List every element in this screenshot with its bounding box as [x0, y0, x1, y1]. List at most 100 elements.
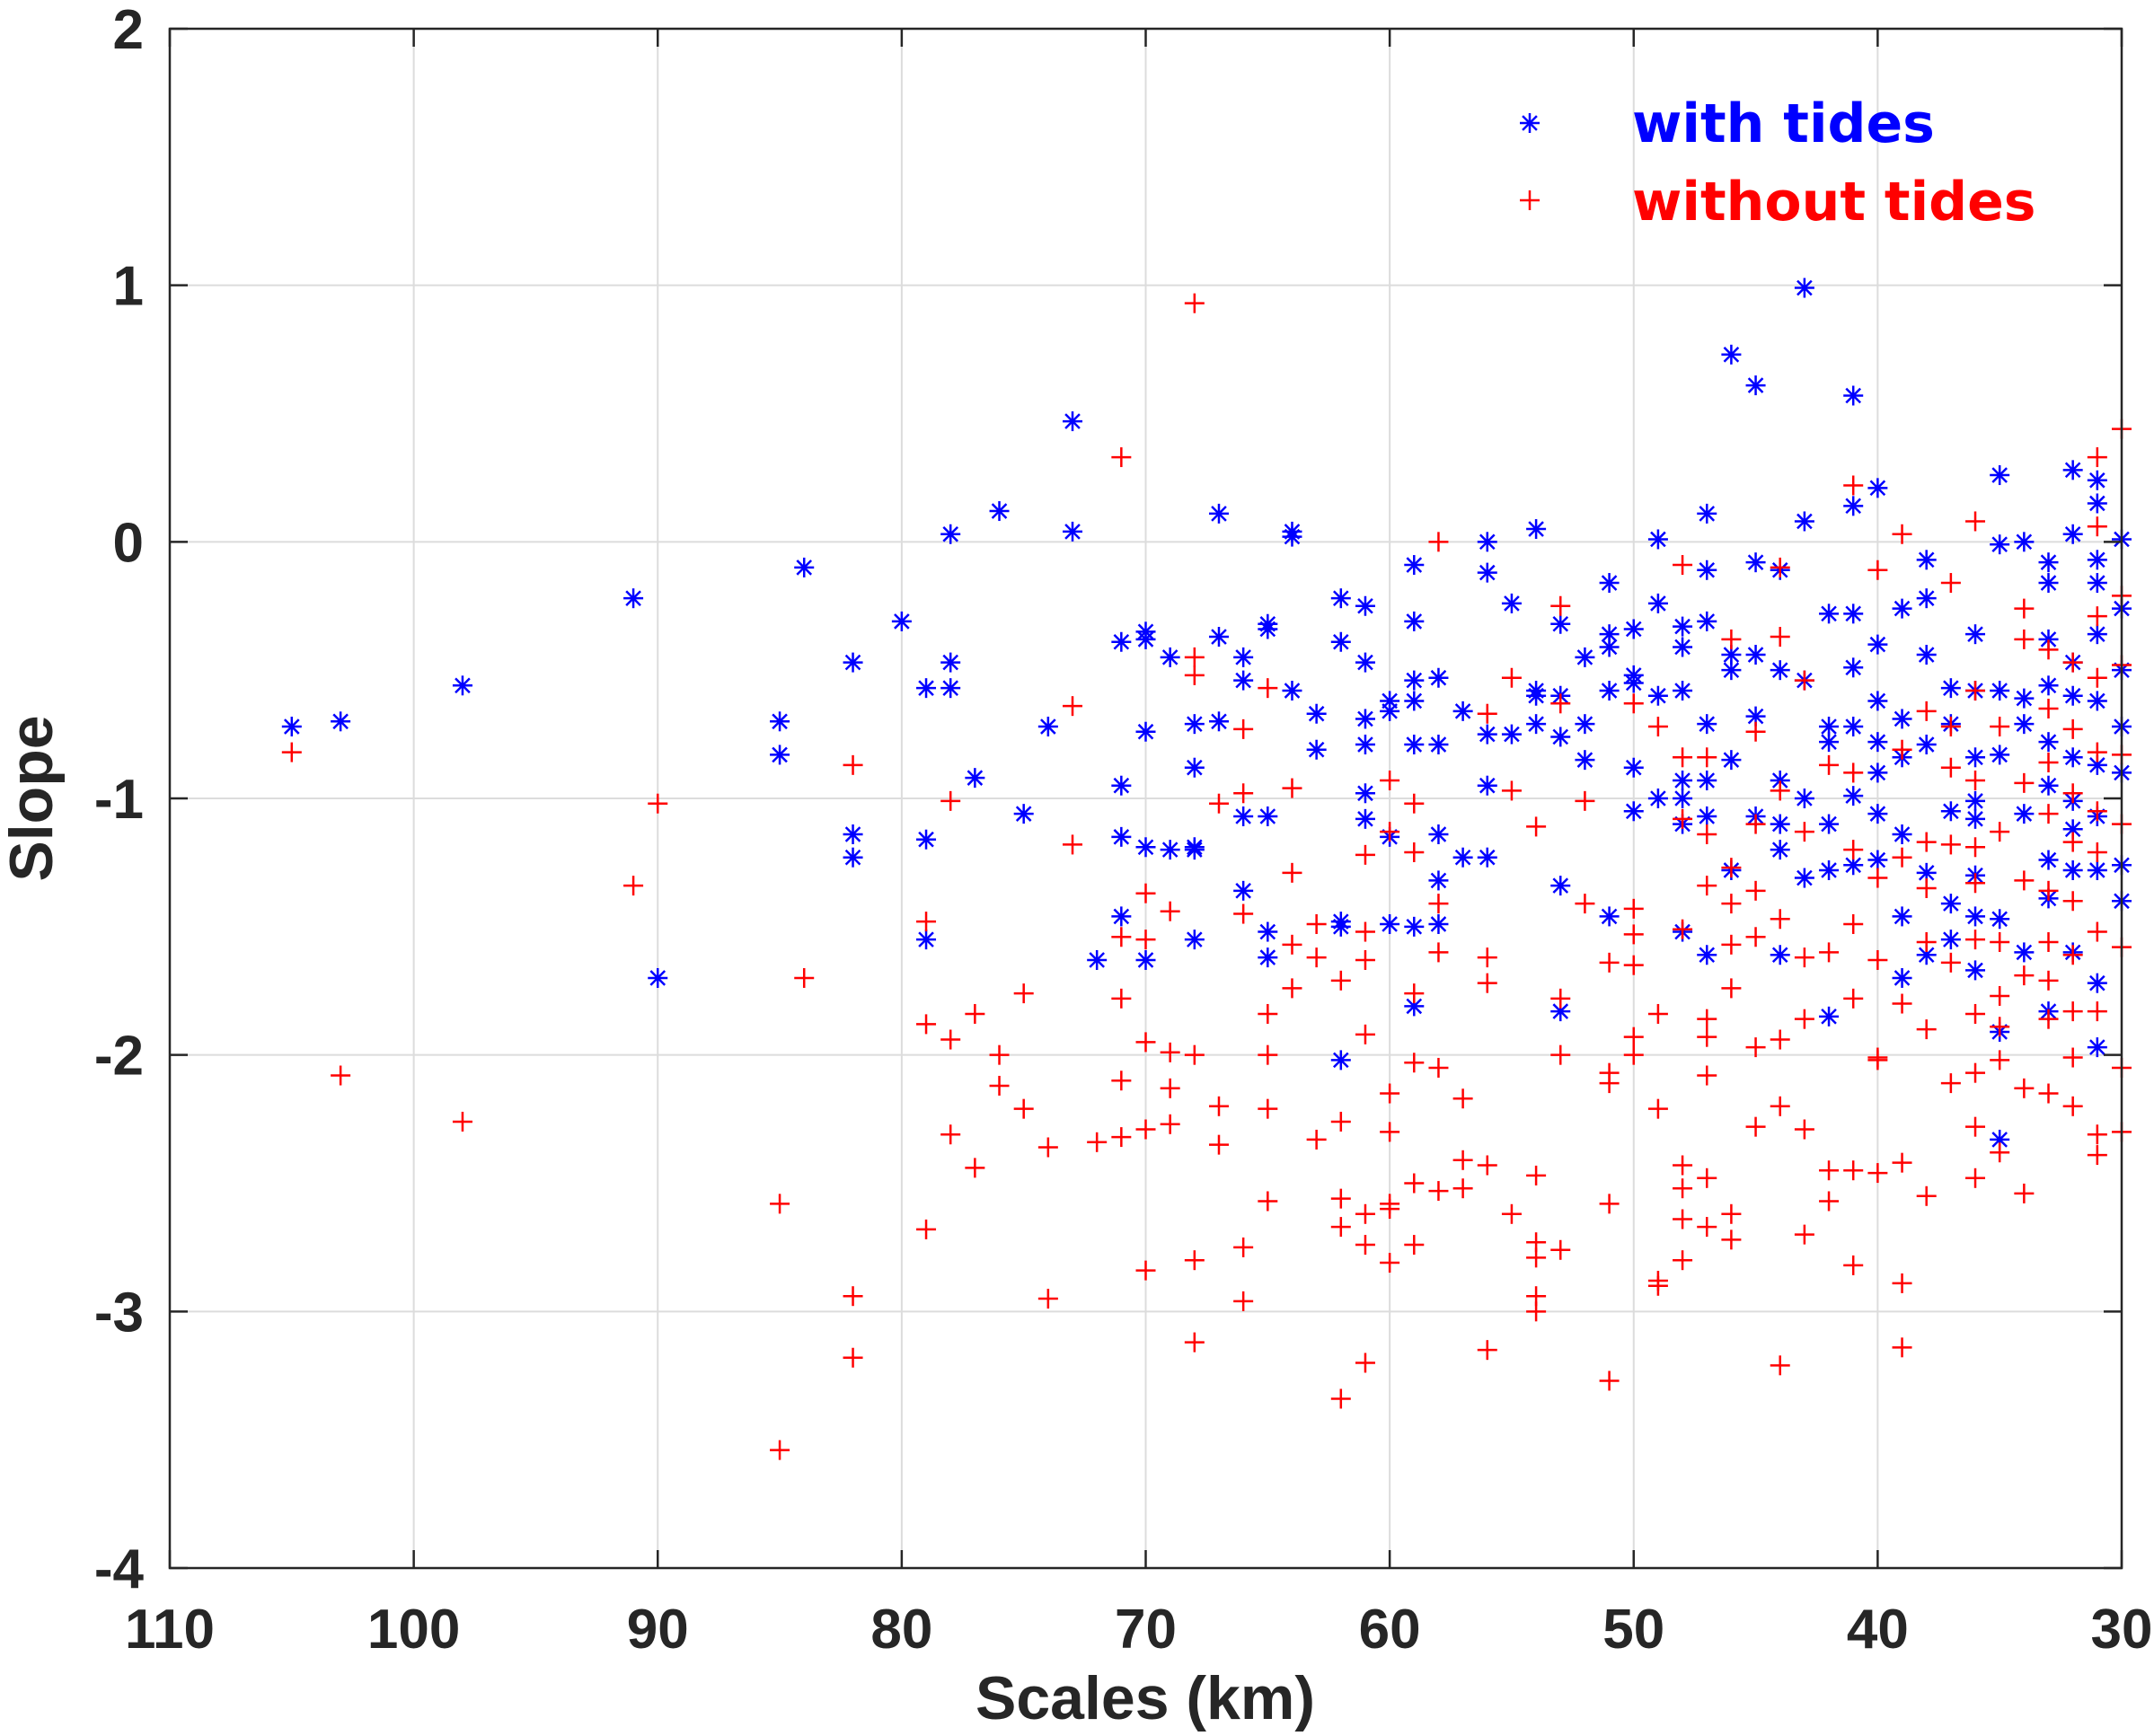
- with-tides-point: [1892, 824, 1912, 844]
- with-tides-point: [1404, 611, 1425, 631]
- without-tides-point: [1892, 847, 1912, 868]
- without-tides-point: [1526, 1165, 1547, 1185]
- with-tides-point: [1770, 660, 1790, 681]
- without-tides-point: [1965, 771, 1986, 791]
- without-tides-point: [1063, 834, 1083, 855]
- without-tides-point: [1647, 717, 1668, 737]
- without-tides-point: [1233, 718, 1254, 739]
- y-tick-label: -4: [94, 1538, 145, 1600]
- with-tides-point: [2062, 460, 2083, 480]
- with-tides-point: [843, 847, 863, 868]
- without-tides-point: [2014, 1183, 2035, 1203]
- without-tides-point: [1404, 1173, 1425, 1194]
- without-tides-point: [1892, 739, 1912, 760]
- legend-label-with-tides: with tides: [1632, 93, 1935, 155]
- without-tides-point: [1404, 1235, 1425, 1256]
- with-tides-point: [1940, 930, 1961, 950]
- without-tides-point: [1111, 1127, 1132, 1148]
- without-tides-point: [1526, 1247, 1547, 1268]
- with-tides-point: [891, 611, 912, 631]
- without-tides-point: [1623, 955, 1644, 975]
- with-tides-point: [2087, 1037, 2107, 1058]
- without-tides-point: [916, 1219, 937, 1239]
- without-tides-point: [1721, 1229, 1742, 1250]
- with-tides-point: [2014, 714, 2035, 735]
- without-tides-point: [794, 967, 815, 988]
- legend: with tides without tides: [1520, 93, 2036, 234]
- without-tides-point: [2062, 652, 2083, 673]
- without-tides-point: [1330, 1217, 1351, 1238]
- without-tides-point: [1892, 1152, 1912, 1173]
- without-tides-point: [940, 1124, 961, 1145]
- without-tides-point: [1184, 1044, 1205, 1065]
- without-tides-point: [1135, 1119, 1156, 1140]
- without-tides-point: [1258, 1098, 1278, 1119]
- with-tides-point: [1697, 611, 1717, 631]
- with-tides-point: [1599, 906, 1620, 927]
- with-tides-point: [1599, 637, 1620, 657]
- without-tides-point: [2014, 598, 2035, 619]
- without-tides-point: [1697, 1168, 1717, 1188]
- without-tides-point: [1452, 1178, 1473, 1199]
- without-tides-point: [2087, 801, 2107, 822]
- with-tides-point: [1673, 681, 1693, 701]
- without-tides-point: [1843, 1160, 1864, 1181]
- with-tides-point: [1526, 685, 1547, 706]
- without-tides-point: [1477, 1340, 1497, 1361]
- without-tides-point: [989, 1044, 1010, 1065]
- with-tides-point: [1111, 906, 1132, 927]
- with-tides-point: [1355, 783, 1375, 804]
- without-tides-point: [2038, 970, 2059, 991]
- without-tides-point: [1673, 1155, 1693, 1176]
- without-tides-point: [1258, 678, 1278, 699]
- with-tides-point: [1501, 593, 1522, 613]
- without-tides-point: [1355, 844, 1375, 865]
- with-tides-point: [1940, 678, 1961, 699]
- with-tides-point: [1965, 790, 1986, 811]
- without-tides-point: [1428, 532, 1449, 552]
- without-tides-point: [1819, 754, 1840, 775]
- without-tides-point: [770, 1440, 790, 1460]
- without-tides-point: [2038, 639, 2059, 660]
- without-tides-point: [1673, 1250, 1693, 1271]
- without-tides-point: [2087, 1001, 2107, 1022]
- without-tides-point: [1013, 1098, 1034, 1119]
- without-tides-point: [1623, 1027, 1644, 1047]
- y-tick-label: -1: [94, 769, 144, 831]
- with-tides-point: [1208, 627, 1229, 648]
- without-tides-point: [916, 1014, 937, 1035]
- without-tides-point: [1697, 1065, 1717, 1086]
- with-tides-point: [1258, 619, 1278, 639]
- with-tides-point: [648, 967, 668, 988]
- with-tides-point: [1916, 588, 1937, 609]
- without-tides-point: [1575, 790, 1595, 811]
- without-tides-point: [1965, 837, 1986, 858]
- without-tides-point: [1208, 1096, 1229, 1116]
- with-tides-point: [2038, 573, 2059, 594]
- with-tides-point: [1673, 771, 1693, 791]
- with-tides-point: [1452, 847, 1473, 868]
- with-tides-point: [1330, 588, 1351, 609]
- without-tides-point: [1843, 475, 1864, 496]
- without-tides-point: [1819, 1160, 1840, 1181]
- without-tides-point: [1697, 876, 1717, 896]
- without-tides-point: [1599, 952, 1620, 973]
- with-tides-point: [1623, 673, 1644, 693]
- without-tides-point: [1404, 842, 1425, 862]
- with-tides-point: [1819, 717, 1840, 737]
- without-tides-point: [1526, 816, 1547, 837]
- without-tides-point: [1428, 1181, 1449, 1202]
- with-tides-point: [1258, 806, 1278, 826]
- with-tides-point: [1819, 604, 1840, 624]
- without-tides-point: [1721, 858, 1742, 878]
- without-tides-point: [1526, 1301, 1547, 1322]
- with-tides-point: [1819, 859, 1840, 880]
- with-tides-point: [331, 711, 351, 732]
- without-tides-point: [1330, 1111, 1351, 1132]
- without-tides-point: [1965, 1116, 1986, 1137]
- without-tides-point: [2062, 1001, 2083, 1022]
- without-tides-point: [1404, 793, 1425, 814]
- without-tides-point: [2087, 1145, 2107, 1166]
- without-tides-point: [331, 1065, 351, 1086]
- without-tides-point: [1965, 1168, 1986, 1188]
